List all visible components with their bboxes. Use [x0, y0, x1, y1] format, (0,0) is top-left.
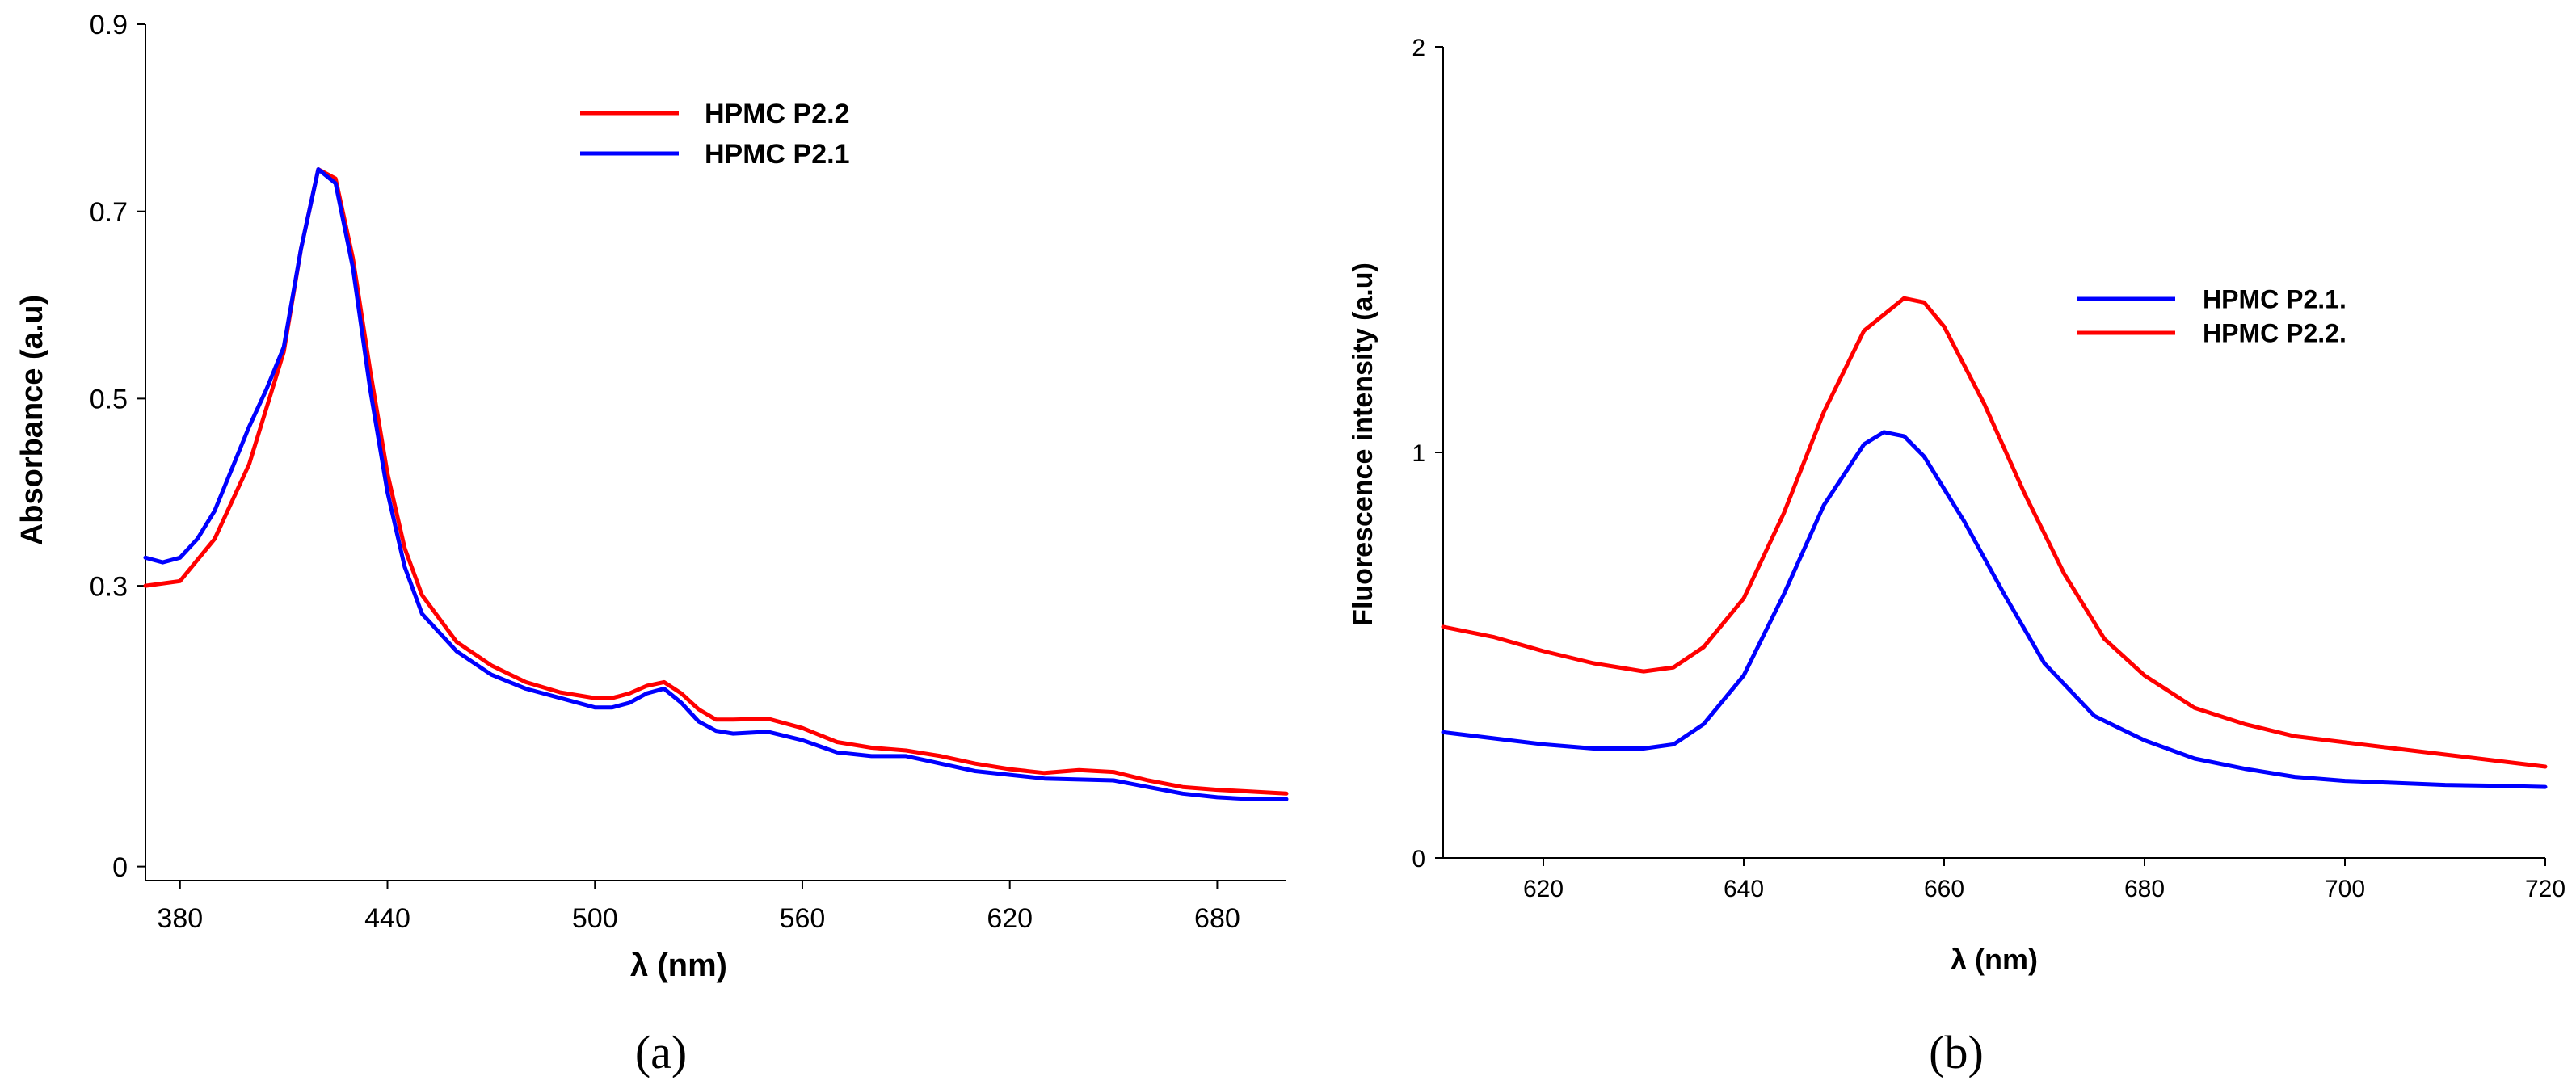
absorbance-legend-label: HPMC P2.1: [705, 139, 850, 170]
panel-a-background: [0, 0, 1293, 1089]
fluorescence-x-tick-label: 660: [1924, 876, 1964, 902]
fluorescence-x-tick-label: 680: [2124, 876, 2165, 902]
fluorescence-plot-area: 620 640 660 680 700 720 0 1 2 HPMC P2.1. HPMC P2.2…: [1412, 35, 2565, 902]
fluorescence-series-hpmc-p2-2: [1441, 296, 2548, 769]
absorbance-y-tick-label: 0.3: [90, 571, 128, 602]
panel-a-label: (a): [635, 1026, 687, 1078]
absorbance-legend-label: HPMC P2.2: [705, 99, 850, 129]
fluorescence-x-tick-label: 620: [1523, 876, 1564, 902]
absorbance-plot-area: 380 440 500 560 620 680 0 0.3 0.5 0.7 0.9 HPMC P2.2…: [90, 10, 1289, 934]
absorbance-y-tick-label: 0.5: [90, 385, 128, 415]
absorbance-x-tick-label: 500: [572, 903, 618, 934]
absorbance-y-tick-label: 0: [112, 852, 128, 883]
absorbance-x-tick-label: 380: [157, 903, 203, 934]
fluorescence-y-tick-label: 0: [1412, 846, 1425, 872]
absorbance-y-axis-title: Absorbance (a.u): [15, 295, 49, 545]
fluorescence-legend-label: HPMC P2.1.: [2203, 285, 2347, 314]
fluorescence-x-tick-label: 720: [2525, 876, 2565, 902]
panel-b-label: (b): [1929, 1026, 1984, 1078]
absorbance-y-tick-label: 0.7: [90, 197, 128, 228]
absorbance-x-tick-label: 440: [364, 903, 410, 934]
absorbance-panel: 380 440 500 560 620 680 0 0.3 0.5 0.7 0.9 HPMC P2.2…: [0, 0, 1293, 1089]
fluorescence-y-tick-label: 2: [1412, 35, 1425, 61]
absorbance-x-tick-label: 680: [1194, 903, 1240, 934]
fluorescence-series-hpmc-p2-1: [1441, 430, 2548, 789]
absorbance-series-hpmc-p2-1: [143, 167, 1289, 801]
fluorescence-x-tick-label: 700: [2325, 876, 2365, 902]
fluorescence-x-axis-title: λ (nm): [1951, 943, 2038, 976]
fluorescence-y-tick-label: 1: [1412, 440, 1425, 467]
fluorescence-y-axis-title: Fluorescence intensity (a.u): [1348, 263, 1378, 626]
absorbance-x-tick-label: 620: [987, 903, 1033, 934]
absorbance-x-axis-title: λ (nm): [630, 948, 727, 983]
absorbance-series-hpmc-p2-2: [143, 167, 1289, 796]
fluorescence-legend-label: HPMC P2.2.: [2203, 319, 2347, 348]
absorbance-y-tick-label: 0.9: [90, 10, 128, 40]
fluorescence-x-tick-label: 640: [1724, 876, 1764, 902]
fluorescence-panel: 620 640 660 680 700 720 0 1 2 HPMC P2.1. HPMC P2.2…: [1348, 35, 2565, 1078]
absorbance-x-tick-label: 560: [780, 903, 826, 934]
